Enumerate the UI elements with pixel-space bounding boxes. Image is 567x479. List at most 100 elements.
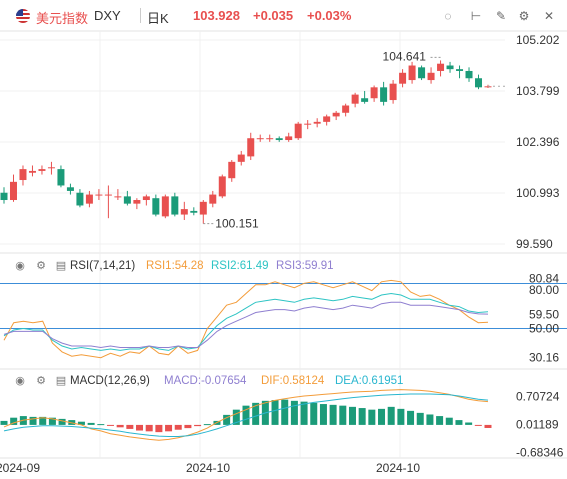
macd-histogram-bar <box>319 404 327 425</box>
macd-title: MACD(12,26,9) <box>70 375 150 387</box>
macd-histogram-bar <box>0 420 8 425</box>
rsi-tick-label: 80.00 <box>529 283 559 297</box>
price-tick-label: 102.396 <box>516 135 560 149</box>
candle-body <box>380 87 388 102</box>
grid-lines <box>0 30 567 459</box>
macd-histogram-bar <box>97 424 105 426</box>
candle-body <box>418 67 426 79</box>
macd-tick-label: 0.70724 <box>516 390 560 404</box>
candle-body <box>218 176 226 197</box>
macd-histogram-bar <box>145 424 153 432</box>
macd-histogram-bar <box>358 408 366 425</box>
eye-off-icon[interactable]: ◌ <box>444 9 452 23</box>
candle-body <box>9 181 17 201</box>
macd-histogram-bar <box>271 400 279 425</box>
candle-body <box>28 170 36 173</box>
price-line-icon[interactable]: ⊢ <box>470 9 482 23</box>
candle-body <box>408 65 416 81</box>
rsi-tick-label: 59.50 <box>529 308 559 322</box>
macd-histogram-bar <box>106 424 114 426</box>
rsi-series-line <box>3 301 489 349</box>
macd-tick-label: 0.01189 <box>516 417 559 431</box>
macd-histogram-bar <box>455 420 463 425</box>
macd-histogram-bar <box>407 410 415 425</box>
macd-histogram-bar <box>242 405 250 425</box>
draw-icon[interactable]: ✎ <box>495 9 507 23</box>
settings-icon[interactable]: ⚙ <box>518 9 530 23</box>
eye-icon[interactable]: ◉ <box>15 260 25 272</box>
candle-body <box>475 78 483 88</box>
macd-histogram-bar <box>300 401 308 425</box>
macd-histogram-bar <box>290 400 298 425</box>
dif-value: DIF:0.58124 <box>261 375 325 387</box>
macd-histogram-bar <box>436 416 444 425</box>
candle-body <box>152 198 160 215</box>
macd-histogram-bar <box>348 406 356 425</box>
settings-icon[interactable]: ⚙ <box>36 375 46 387</box>
indicator-menu-icon[interactable]: ▤ <box>55 260 67 272</box>
price-tick-label: 99.590 <box>516 237 553 251</box>
candle-body <box>323 116 331 122</box>
macd-histogram-bar <box>87 422 95 425</box>
macd-histogram-bar <box>426 414 434 425</box>
candle-body <box>304 123 312 125</box>
eye-icon[interactable]: ◉ <box>15 375 25 387</box>
macd-histogram-bar <box>203 424 211 426</box>
candle-body <box>427 72 435 81</box>
candle-body <box>351 94 359 104</box>
dea-value: DEA:0.61951 <box>335 375 404 387</box>
candle-body <box>247 138 255 157</box>
macd-histogram-bar <box>126 424 134 429</box>
macd-histogram-bar <box>484 424 492 428</box>
symbol-code[interactable]: DXY <box>94 8 121 23</box>
macd-histogram-bar <box>10 417 18 425</box>
rsi1-value: RSI1:54.28 <box>146 260 204 272</box>
price-tick-label: 103.799 <box>516 84 560 98</box>
macd-histogram-bar <box>329 404 337 425</box>
candle-body <box>446 65 454 70</box>
indicator-menu-icon[interactable]: ▤ <box>55 375 67 387</box>
macd-histogram-bar <box>58 418 66 425</box>
candle-body <box>456 69 464 71</box>
candle-body <box>228 161 236 179</box>
rsi-series-line <box>3 292 489 351</box>
candle-body <box>199 201 207 215</box>
price-change: +0.035 <box>253 8 294 23</box>
candle-body <box>484 86 492 88</box>
macd-histogram-bar <box>252 402 260 425</box>
candle-body <box>370 87 378 99</box>
low-label: 100.151 <box>215 217 259 231</box>
candle-body <box>85 194 93 204</box>
candle-body <box>313 121 321 124</box>
macd-histogram-bar <box>39 416 47 425</box>
candle-body <box>0 192 8 201</box>
macd-chart <box>0 389 492 441</box>
macd-histogram-bar <box>136 424 144 431</box>
high-label: 104.641 <box>383 49 427 63</box>
candle-body <box>294 123 302 139</box>
symbol-name[interactable]: 美元指数 <box>36 11 89 26</box>
candle-body <box>389 83 397 101</box>
time-tick-label: 2024-10 <box>376 461 420 475</box>
close-icon[interactable]: ✕ <box>543 9 555 23</box>
macd-histogram-bar <box>174 424 182 430</box>
candle-body <box>237 154 245 162</box>
rsi-chart <box>0 279 567 359</box>
macd-histogram-bar <box>281 399 289 425</box>
macd-histogram-bar <box>223 414 231 425</box>
macd-histogram-bar <box>339 405 347 425</box>
period-selector[interactable]: 日K <box>147 11 169 26</box>
price-tick-label: 100.993 <box>516 186 560 200</box>
macd-histogram-bar <box>310 402 318 425</box>
us-flag-icon <box>16 9 30 23</box>
rsi-tick-label: 30.16 <box>529 350 559 364</box>
macd-value: MACD:-0.07654 <box>164 375 247 387</box>
settings-icon[interactable]: ⚙ <box>36 260 46 272</box>
macd-histogram-bar <box>445 417 453 425</box>
macd-histogram-bar <box>397 408 405 425</box>
rsi-series-line <box>3 279 489 359</box>
macd-histogram-bar <box>232 409 240 425</box>
candle-body <box>95 194 103 196</box>
candle-body <box>399 72 407 84</box>
